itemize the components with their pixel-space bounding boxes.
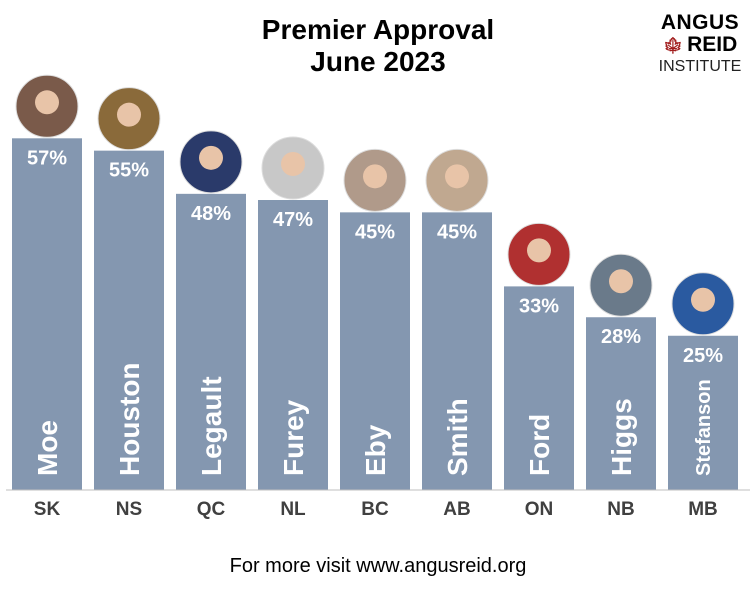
bar <box>176 193 246 490</box>
bar <box>340 212 410 490</box>
premier-name-label: Furey <box>278 399 309 476</box>
premier-name-label: Stefanson <box>693 379 715 476</box>
value-label: 45% <box>355 221 395 243</box>
premier-name-label: Eby <box>360 424 391 476</box>
logo-line-3: INSTITUTE <box>658 58 742 75</box>
premier-name-label: Ford <box>524 414 555 476</box>
avatar-face <box>117 102 141 127</box>
bar <box>422 212 492 490</box>
category-label: NL <box>280 499 306 520</box>
category-label: NS <box>116 499 142 520</box>
avatar-face <box>527 238 551 263</box>
premier-name-label: Higgs <box>606 398 637 476</box>
title-line-2: June 2023 <box>310 46 446 77</box>
logo-line-2: REID <box>687 33 738 56</box>
bar <box>94 150 164 490</box>
angus-reid-logo: ANGUS 🍁︎ REID INSTITUTE <box>648 12 752 76</box>
value-label: 28% <box>601 326 641 348</box>
bar <box>586 317 656 490</box>
category-label: SK <box>34 499 61 520</box>
value-label: 48% <box>191 203 231 225</box>
avatar-face <box>363 164 387 189</box>
bar <box>668 335 738 490</box>
value-label: 45% <box>437 221 477 243</box>
premier-name-label: Moe <box>32 420 63 476</box>
value-label: 25% <box>683 345 723 367</box>
category-label: BC <box>361 499 389 520</box>
category-label: MB <box>688 499 718 520</box>
category-label: NB <box>607 499 634 520</box>
category-label: ON <box>525 499 554 520</box>
category-label: QC <box>197 499 226 520</box>
premier-name-label: Smith <box>442 398 473 476</box>
avatar-face <box>609 269 633 294</box>
avatar-face <box>35 90 59 115</box>
maple-leaf-icon: 🍁︎ <box>662 38 684 55</box>
logo-line-1: ANGUS <box>660 11 740 34</box>
value-label: 33% <box>519 295 559 317</box>
value-label: 57% <box>27 147 67 169</box>
chart-title: Premier Approval June 2023 <box>0 14 756 78</box>
avatar-face <box>445 164 469 189</box>
avatar-face <box>691 287 715 312</box>
category-label: AB <box>443 499 470 520</box>
premier-name-label: Legault <box>196 376 227 476</box>
value-label: 47% <box>273 209 313 231</box>
avatar-face <box>281 152 305 177</box>
avatar-face <box>199 145 223 170</box>
premier-name-label: Houston <box>114 362 145 476</box>
footer-link-text: For more visit www.angusreid.org <box>229 555 527 577</box>
bar <box>504 286 574 490</box>
bar <box>12 138 82 490</box>
bar <box>258 200 328 490</box>
title-line-1: Premier Approval <box>261 14 495 45</box>
value-label: 55% <box>109 160 149 182</box>
